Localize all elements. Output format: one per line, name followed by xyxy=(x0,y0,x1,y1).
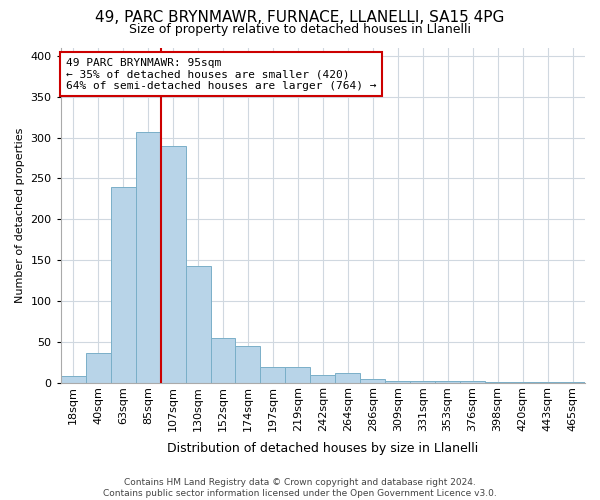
Bar xyxy=(485,382,510,383)
Bar xyxy=(435,382,460,383)
Bar xyxy=(410,382,435,383)
Text: Contains HM Land Registry data © Crown copyright and database right 2024.
Contai: Contains HM Land Registry data © Crown c… xyxy=(103,478,497,498)
Bar xyxy=(560,382,585,383)
Bar xyxy=(211,338,235,383)
Bar xyxy=(385,382,410,383)
Bar xyxy=(460,382,485,383)
Bar xyxy=(235,346,260,383)
Bar xyxy=(535,382,560,383)
Bar xyxy=(185,266,211,383)
Bar xyxy=(61,376,86,383)
Bar xyxy=(510,382,535,383)
Bar xyxy=(136,132,161,383)
Bar xyxy=(286,366,310,383)
Y-axis label: Number of detached properties: Number of detached properties xyxy=(15,128,25,303)
Text: Size of property relative to detached houses in Llanelli: Size of property relative to detached ho… xyxy=(129,22,471,36)
Bar xyxy=(110,186,136,383)
Bar xyxy=(161,146,185,383)
Bar xyxy=(86,352,110,383)
Text: 49, PARC BRYNMAWR, FURNACE, LLANELLI, SA15 4PG: 49, PARC BRYNMAWR, FURNACE, LLANELLI, SA… xyxy=(95,10,505,25)
Bar xyxy=(260,366,286,383)
X-axis label: Distribution of detached houses by size in Llanelli: Distribution of detached houses by size … xyxy=(167,442,478,455)
Bar xyxy=(361,379,385,383)
Bar xyxy=(335,373,361,383)
Bar xyxy=(310,375,335,383)
Text: 49 PARC BRYNMAWR: 95sqm
← 35% of detached houses are smaller (420)
64% of semi-d: 49 PARC BRYNMAWR: 95sqm ← 35% of detache… xyxy=(66,58,376,91)
